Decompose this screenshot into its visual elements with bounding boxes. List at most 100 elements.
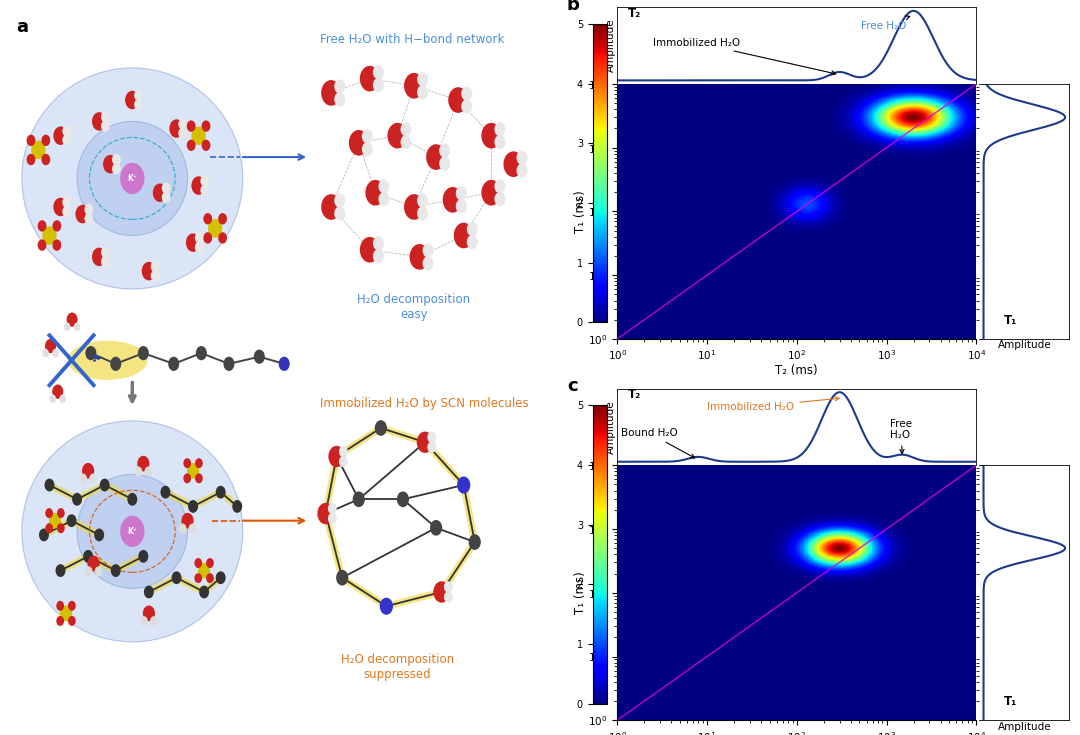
Circle shape: [404, 194, 424, 220]
Circle shape: [495, 192, 505, 207]
Circle shape: [203, 213, 212, 224]
Circle shape: [336, 570, 348, 586]
Circle shape: [334, 79, 346, 93]
Circle shape: [84, 213, 93, 224]
Circle shape: [195, 473, 203, 484]
Circle shape: [112, 163, 121, 174]
Circle shape: [172, 571, 181, 584]
Circle shape: [79, 473, 87, 484]
Circle shape: [143, 606, 154, 621]
Circle shape: [388, 123, 407, 148]
Circle shape: [100, 246, 110, 258]
Circle shape: [178, 523, 187, 534]
Circle shape: [134, 99, 143, 110]
Circle shape: [53, 220, 62, 232]
Circle shape: [401, 122, 411, 137]
Circle shape: [82, 463, 94, 478]
Text: T₂: T₂: [627, 7, 642, 20]
Circle shape: [467, 234, 477, 249]
Circle shape: [360, 66, 380, 91]
Circle shape: [140, 616, 148, 626]
Circle shape: [362, 142, 373, 157]
Text: Immobilized H₂O: Immobilized H₂O: [707, 397, 839, 412]
Text: K⁺: K⁺: [127, 174, 137, 183]
Circle shape: [339, 446, 348, 457]
Circle shape: [94, 528, 104, 542]
Text: Immobilized H₂O: Immobilized H₂O: [653, 37, 836, 75]
Circle shape: [181, 513, 193, 528]
Circle shape: [67, 514, 77, 527]
Circle shape: [378, 192, 390, 207]
Circle shape: [31, 140, 45, 159]
Circle shape: [137, 456, 149, 471]
Circle shape: [178, 127, 187, 139]
Circle shape: [84, 204, 93, 215]
Circle shape: [482, 123, 501, 148]
Circle shape: [375, 420, 387, 436]
Circle shape: [68, 600, 76, 611]
Circle shape: [85, 346, 96, 360]
Circle shape: [457, 476, 470, 494]
Circle shape: [433, 581, 450, 603]
Circle shape: [417, 431, 433, 453]
Circle shape: [52, 384, 64, 399]
Circle shape: [53, 126, 68, 145]
Circle shape: [428, 431, 436, 443]
Circle shape: [110, 356, 121, 371]
Circle shape: [100, 121, 110, 132]
Circle shape: [417, 193, 428, 208]
Circle shape: [206, 558, 214, 568]
Circle shape: [456, 199, 467, 213]
Circle shape: [365, 180, 386, 206]
Circle shape: [184, 458, 191, 468]
Circle shape: [339, 456, 348, 467]
Ellipse shape: [22, 68, 243, 289]
Circle shape: [448, 87, 468, 113]
Circle shape: [111, 564, 121, 577]
Circle shape: [443, 187, 462, 212]
Circle shape: [41, 154, 51, 165]
Circle shape: [321, 80, 341, 106]
Circle shape: [444, 591, 453, 603]
Circle shape: [134, 90, 143, 101]
Circle shape: [141, 262, 156, 281]
Text: Free
H₂O: Free H₂O: [890, 419, 913, 453]
Circle shape: [152, 184, 167, 202]
Circle shape: [444, 581, 453, 592]
Circle shape: [194, 558, 202, 568]
Y-axis label: T₁ (ms): T₁ (ms): [573, 571, 586, 614]
Circle shape: [202, 121, 211, 132]
Circle shape: [461, 87, 472, 101]
Circle shape: [135, 467, 143, 476]
Circle shape: [60, 606, 72, 621]
Circle shape: [50, 395, 56, 403]
Circle shape: [362, 129, 373, 143]
Circle shape: [194, 232, 204, 244]
Circle shape: [216, 571, 226, 584]
Text: H₂O decomposition
suppressed: H₂O decomposition suppressed: [341, 653, 454, 681]
Circle shape: [99, 478, 110, 492]
Text: T₂: T₂: [627, 388, 642, 401]
Circle shape: [59, 395, 66, 403]
Circle shape: [90, 473, 97, 484]
Y-axis label: Amplitude: Amplitude: [606, 400, 616, 453]
Circle shape: [27, 154, 36, 165]
Circle shape: [195, 458, 203, 468]
Circle shape: [503, 151, 524, 177]
Circle shape: [67, 312, 78, 327]
Circle shape: [83, 550, 93, 563]
Circle shape: [417, 72, 428, 87]
Text: Immobilized H₂O by SCN molecules: Immobilized H₂O by SCN molecules: [320, 397, 529, 409]
Circle shape: [27, 135, 36, 146]
Circle shape: [202, 140, 211, 151]
Circle shape: [456, 186, 467, 201]
Circle shape: [516, 163, 527, 178]
Circle shape: [194, 242, 204, 253]
Circle shape: [409, 244, 430, 270]
Circle shape: [100, 256, 110, 268]
Circle shape: [53, 198, 68, 216]
Circle shape: [92, 112, 106, 131]
Circle shape: [495, 179, 505, 193]
Circle shape: [191, 176, 206, 195]
Circle shape: [127, 493, 137, 506]
